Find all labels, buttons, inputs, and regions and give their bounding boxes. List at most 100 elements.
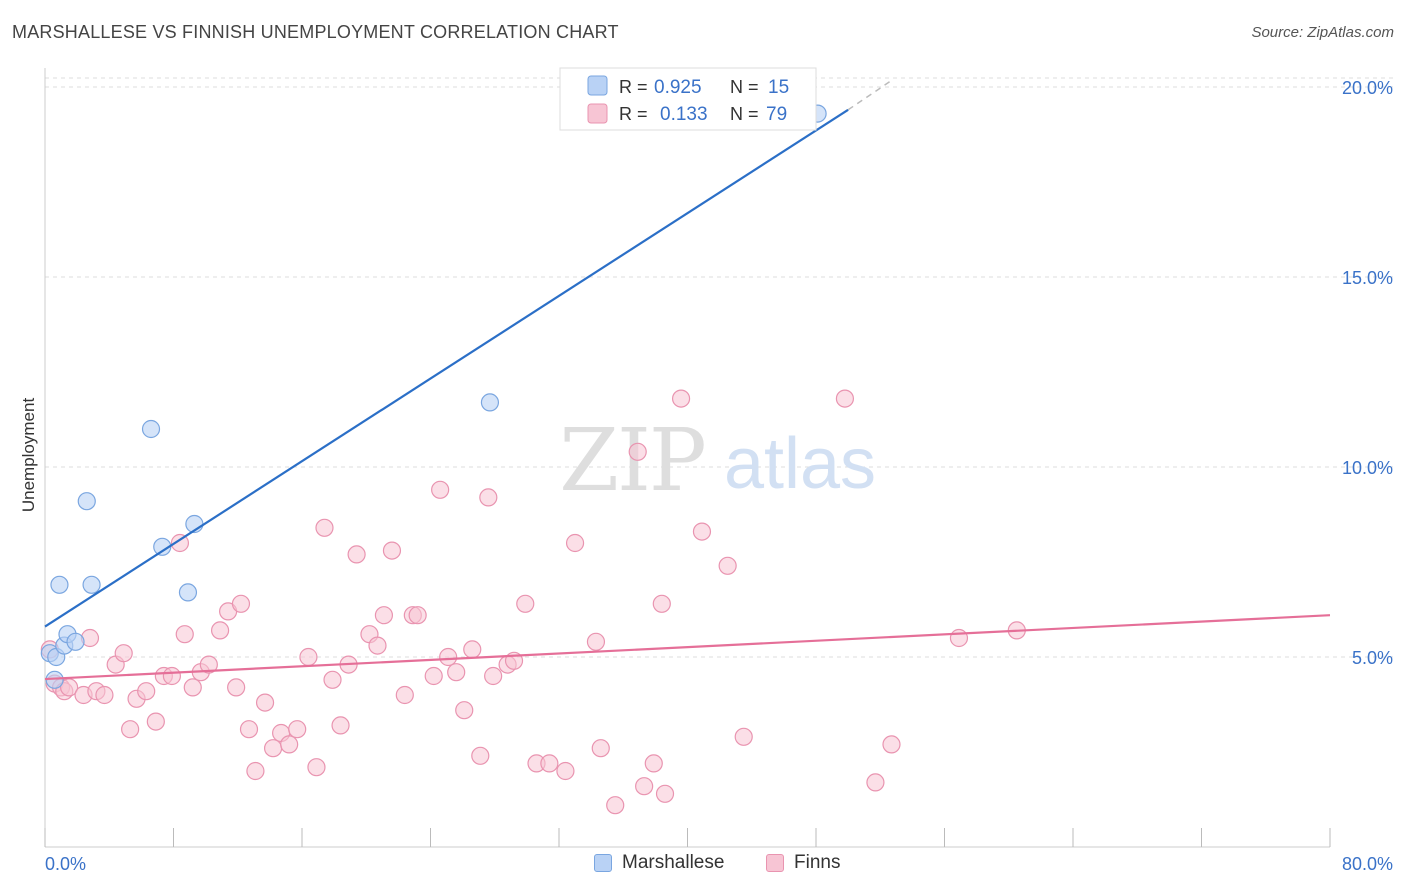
legend-r-label-1: R = xyxy=(619,77,648,97)
finns-point-28 xyxy=(255,693,275,712)
finns-point-74 xyxy=(734,727,753,746)
finns-point-53 xyxy=(471,746,490,765)
y-tick-label-20: 20.0% xyxy=(1342,78,1393,98)
y-tick-label-5: 5.0% xyxy=(1352,648,1393,668)
finns-point-34 xyxy=(307,758,326,777)
finns-point-22 xyxy=(210,621,230,640)
finns-point-42 xyxy=(374,606,394,625)
finns-points xyxy=(40,389,1026,815)
zipatlas-watermark: ZIP atlas xyxy=(559,411,876,511)
marshallese-trendline-extension xyxy=(847,78,894,111)
finns-point-47 xyxy=(424,666,443,686)
finns-point-31 xyxy=(280,735,299,754)
watermark-zip: ZIP xyxy=(559,411,705,511)
legend-label-finns: Finns xyxy=(794,852,841,873)
finns-point-10 xyxy=(114,644,133,663)
finns-point-75 xyxy=(835,389,855,408)
legend-label-marshallese: Marshallese xyxy=(622,852,725,873)
watermark-atlas: atlas xyxy=(724,424,876,504)
finns-point-11 xyxy=(121,720,140,739)
trendlines xyxy=(44,78,1331,681)
finns-point-13 xyxy=(137,682,156,701)
legend-swatch-finns xyxy=(587,103,608,124)
chart-title: MARSHALLESE VS FINNISH UNEMPLOYMENT CORR… xyxy=(12,22,619,42)
finns-point-71 xyxy=(671,389,691,408)
legend-n-label-2: N = xyxy=(730,104,759,124)
finns-point-37 xyxy=(331,716,350,735)
marshallese-swatch xyxy=(594,854,612,872)
finns-point-32 xyxy=(288,720,307,739)
marshallese-point-7 xyxy=(77,492,96,511)
y-tick-label-10: 10.0% xyxy=(1342,458,1393,478)
finns-point-66 xyxy=(628,442,647,461)
finns-point-70 xyxy=(655,784,675,803)
finns-point-18 xyxy=(175,625,194,644)
legend-n-label-1: N = xyxy=(730,77,759,97)
finns-point-69 xyxy=(652,594,671,613)
x-tick-label-max: 80.0% xyxy=(1342,854,1393,874)
finns-point-24 xyxy=(227,678,246,697)
finns-point-14 xyxy=(146,712,165,731)
legend-r-label-2: R = xyxy=(619,104,648,124)
finns-point-8 xyxy=(95,685,114,705)
correlation-legend: R = 0.925 N = 15 R = 0.133 N = 79 xyxy=(559,67,817,131)
finns-point-73 xyxy=(718,556,737,575)
finns-point-51 xyxy=(455,701,474,720)
finns-point-76 xyxy=(866,773,885,792)
finns-point-39 xyxy=(347,545,366,564)
finns-point-60 xyxy=(540,754,559,773)
marshallese-point-9 xyxy=(141,419,161,439)
finns-point-17 xyxy=(170,533,190,553)
marshallese-point-8 xyxy=(82,575,101,594)
finns-point-58 xyxy=(516,594,535,613)
marshallese-point-6 xyxy=(66,632,85,651)
legend-r-value-2: 0.133 xyxy=(660,104,708,125)
finns-point-67 xyxy=(635,777,654,796)
finns-point-72 xyxy=(692,522,712,541)
marshallese-point-11 xyxy=(178,583,198,602)
series-legend: Marshallese Finns xyxy=(0,852,1406,878)
marshallese-point-13 xyxy=(480,393,500,412)
legend-swatch-marshallese xyxy=(587,75,608,96)
finns-point-36 xyxy=(323,670,342,689)
finns-point-41 xyxy=(368,636,387,655)
finns-point-63 xyxy=(586,632,606,651)
y-tick-labels: 5.0% 10.0% 15.0% 20.0% xyxy=(1342,78,1393,668)
finns-point-52 xyxy=(463,640,482,659)
marshallese-points xyxy=(40,104,827,689)
finns-point-19 xyxy=(183,678,202,697)
finns-point-16 xyxy=(162,666,181,686)
finns-point-55 xyxy=(484,666,503,686)
finns-point-61 xyxy=(556,761,575,781)
finns-point-48 xyxy=(431,480,450,499)
finns-point-68 xyxy=(644,754,663,773)
finns-point-33 xyxy=(299,647,318,667)
legend-n-value-1: 15 xyxy=(768,77,789,98)
finns-point-64 xyxy=(591,739,610,758)
y-tick-label-15: 15.0% xyxy=(1342,268,1393,288)
legend-r-value-1: 0.925 xyxy=(654,77,702,98)
source-label: Source: ZipAtlas.com xyxy=(1251,24,1394,41)
finns-point-29 xyxy=(263,739,283,758)
legend-n-value-2: 79 xyxy=(766,104,787,125)
finns-point-44 xyxy=(395,685,414,705)
finns-point-26 xyxy=(239,720,259,739)
finns-point-43 xyxy=(382,541,402,560)
finns-point-21 xyxy=(199,655,218,674)
finns-point-65 xyxy=(606,796,625,815)
finns-point-78 xyxy=(949,628,969,648)
finns-point-62 xyxy=(565,533,585,553)
finns-swatch xyxy=(766,854,784,872)
finns-point-50 xyxy=(447,663,466,682)
marshallese-trendline xyxy=(44,108,849,628)
finns-point-35 xyxy=(315,518,334,537)
finns-point-49 xyxy=(439,647,458,667)
finns-point-46 xyxy=(408,606,427,625)
finns-point-54 xyxy=(479,488,498,507)
x-ticks xyxy=(44,828,1331,847)
marshallese-point-3 xyxy=(50,575,69,594)
x-tick-label-min: 0.0% xyxy=(45,854,86,874)
legend-item-finns: Finns xyxy=(766,852,840,874)
finns-point-77 xyxy=(882,735,901,754)
